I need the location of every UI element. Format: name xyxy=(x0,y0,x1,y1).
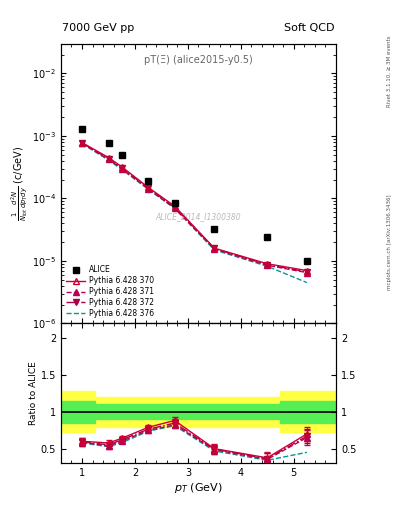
Pythia 6.428 372 xyxy=(80,140,84,146)
Line: Pythia 6.428 376: Pythia 6.428 376 xyxy=(82,144,307,283)
Line: Pythia 6.428 372: Pythia 6.428 372 xyxy=(79,140,310,274)
Pythia 6.428 371 xyxy=(265,262,270,268)
Pythia 6.428 371 xyxy=(119,165,124,172)
Pythia 6.428 371 xyxy=(146,186,151,192)
Pythia 6.428 372 xyxy=(106,156,111,162)
Pythia 6.428 376 xyxy=(106,157,111,163)
Pythia 6.428 372 xyxy=(305,269,309,275)
Pythia 6.428 370 xyxy=(80,140,84,146)
Bar xyxy=(281,391,336,433)
Pythia 6.428 371 xyxy=(305,269,309,275)
Pythia 6.428 371 xyxy=(172,205,177,211)
Pythia 6.428 372 xyxy=(146,185,151,191)
Pythia 6.428 376 xyxy=(119,166,124,173)
Text: 7000 GeV pp: 7000 GeV pp xyxy=(62,23,134,33)
Line: Pythia 6.428 371: Pythia 6.428 371 xyxy=(79,140,310,275)
Pythia 6.428 370 xyxy=(305,267,309,273)
Bar xyxy=(281,401,336,423)
Pythia 6.428 376 xyxy=(265,263,270,269)
Pythia 6.428 371 xyxy=(212,246,217,252)
ALICE xyxy=(265,234,270,240)
ALICE xyxy=(212,226,217,232)
Pythia 6.428 372 xyxy=(265,262,270,268)
Pythia 6.428 376 xyxy=(212,247,217,253)
ALICE xyxy=(172,200,177,206)
Pythia 6.428 372 xyxy=(119,164,124,170)
Pythia 6.428 376 xyxy=(305,280,309,286)
Legend: ALICE, Pythia 6.428 370, Pythia 6.428 371, Pythia 6.428 372, Pythia 6.428 376: ALICE, Pythia 6.428 370, Pythia 6.428 37… xyxy=(65,264,156,319)
Text: pT(Ξ) (alice2015-y0.5): pT(Ξ) (alice2015-y0.5) xyxy=(144,55,253,65)
Text: Rivet 3.1.10, ≥ 3M events: Rivet 3.1.10, ≥ 3M events xyxy=(387,36,392,108)
Pythia 6.428 372 xyxy=(172,204,177,210)
Text: ALICE_2014_I1300380: ALICE_2014_I1300380 xyxy=(156,212,241,222)
ALICE xyxy=(80,125,84,132)
ALICE xyxy=(146,178,151,184)
Pythia 6.428 370 xyxy=(265,261,270,267)
Bar xyxy=(61,404,336,419)
Pythia 6.428 376 xyxy=(80,141,84,147)
Text: mcplots.cern.ch [arXiv:1306.3436]: mcplots.cern.ch [arXiv:1306.3436] xyxy=(387,195,392,290)
Pythia 6.428 370 xyxy=(212,245,217,251)
Pythia 6.428 371 xyxy=(80,140,84,146)
Bar xyxy=(61,401,95,423)
ALICE xyxy=(119,152,124,158)
Line: Pythia 6.428 370: Pythia 6.428 370 xyxy=(79,140,310,273)
Pythia 6.428 370 xyxy=(106,155,111,161)
Pythia 6.428 376 xyxy=(146,186,151,193)
Y-axis label: Ratio to ALICE: Ratio to ALICE xyxy=(29,361,38,425)
Y-axis label: $\frac{1}{N_{tot}} \frac{d^2N}{dp_{T}dy}$ (c/GeV): $\frac{1}{N_{tot}} \frac{d^2N}{dp_{T}dy}… xyxy=(10,146,31,221)
Pythia 6.428 370 xyxy=(146,184,151,190)
ALICE xyxy=(305,258,309,264)
X-axis label: $p_{T}$ (GeV): $p_{T}$ (GeV) xyxy=(174,481,223,495)
ALICE xyxy=(106,140,111,146)
Text: Soft QCD: Soft QCD xyxy=(285,23,335,33)
Pythia 6.428 370 xyxy=(172,203,177,209)
Bar xyxy=(61,391,95,433)
Bar xyxy=(61,397,336,426)
Pythia 6.428 372 xyxy=(212,245,217,251)
Pythia 6.428 370 xyxy=(119,164,124,170)
Pythia 6.428 371 xyxy=(106,156,111,162)
Line: ALICE: ALICE xyxy=(79,125,310,264)
Pythia 6.428 376 xyxy=(172,205,177,211)
